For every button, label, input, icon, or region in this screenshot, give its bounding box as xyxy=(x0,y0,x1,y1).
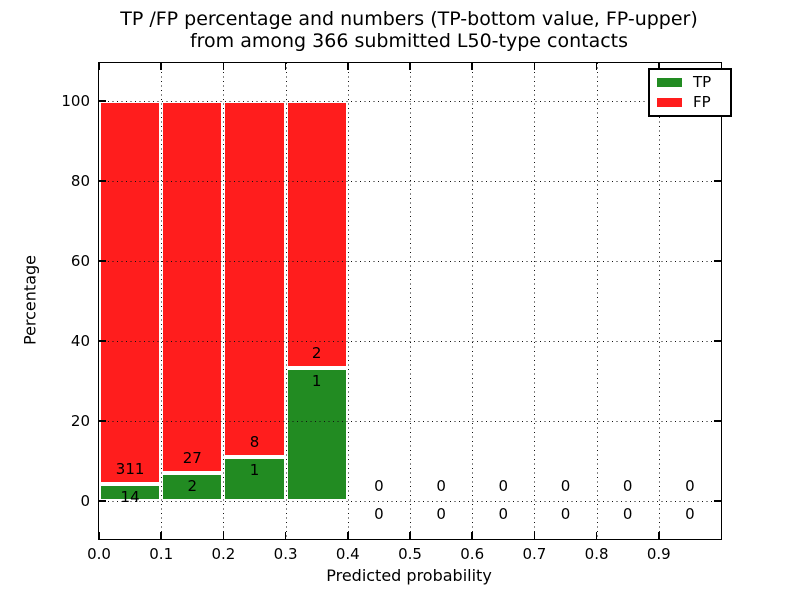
annotation-tp-count: 0 xyxy=(436,505,446,523)
annotation-fp-count: 0 xyxy=(498,477,509,495)
x-axis-label: Predicted probability xyxy=(326,566,492,585)
x-tick-mark xyxy=(284,532,287,539)
y-tick-mark xyxy=(714,420,721,422)
gridline-vertical xyxy=(285,63,287,539)
x-tick-mark xyxy=(160,63,162,70)
gridline-vertical xyxy=(596,63,598,539)
y-tick-mark xyxy=(99,500,106,502)
bar-segment-fp xyxy=(285,101,348,368)
gridline-vertical xyxy=(658,63,660,539)
x-tick-mark xyxy=(471,532,473,539)
y-tick-mark xyxy=(99,180,106,182)
x-tick-label: 0.5 xyxy=(398,545,422,563)
x-tick-mark xyxy=(471,63,473,70)
annotation-tp-count: 2 xyxy=(187,477,198,496)
bar-segment-tp xyxy=(223,456,286,501)
x-tick-mark xyxy=(595,63,598,70)
annotation-tp-count: 1 xyxy=(249,460,260,479)
y-tick-mark xyxy=(99,420,106,422)
chart-title-line2: from among 366 submitted L50-type contac… xyxy=(189,30,629,52)
annotation-tp-count: 0 xyxy=(560,505,571,523)
y-tick-mark xyxy=(99,340,106,342)
x-tick-mark xyxy=(98,532,100,539)
bar-segment-fp xyxy=(161,101,224,474)
x-tick-mark xyxy=(595,532,598,539)
bar-segment-fp xyxy=(223,101,286,457)
y-tick-label: 80 xyxy=(70,172,90,190)
bar-segment-tp xyxy=(99,483,162,501)
x-tick-mark xyxy=(347,532,349,539)
x-tick-mark xyxy=(222,63,225,70)
annotation-fp-count: 311 xyxy=(115,459,145,478)
annotation-fp-count: 8 xyxy=(249,432,260,451)
chart-title: TP /FP percentage and numbers (TP-bottom… xyxy=(98,8,720,52)
annotation-tp-count: 0 xyxy=(622,505,633,523)
y-tick-label: 0 xyxy=(80,492,90,510)
annotation-fp-count: 0 xyxy=(622,477,633,495)
gridline-vertical xyxy=(534,63,536,539)
y-tick-mark xyxy=(99,260,106,262)
annotation-fp-count: 0 xyxy=(374,477,384,495)
annotation-fp-count: 0 xyxy=(560,477,571,495)
gridline-vertical xyxy=(223,63,225,539)
annotation-tp-count: 0 xyxy=(374,505,384,523)
x-tick-mark xyxy=(347,63,349,70)
plot-area: TP FP 311 14 27 2 8 1 2 1 0 0 0 0 0 0 0 0 0 0 0 0 0.0 0.1 0.2 0.… xyxy=(61,62,732,563)
bar-segment-tp xyxy=(161,473,224,501)
y-tick-mark xyxy=(714,340,721,342)
y-tick-label: 60 xyxy=(70,252,90,270)
annotation-fp-count: 0 xyxy=(685,477,695,495)
x-tick-label: 0.0 xyxy=(87,545,111,563)
x-tick-mark xyxy=(533,63,536,70)
y-tick-label: 40 xyxy=(70,332,90,350)
x-tick-label: 0.6 xyxy=(460,545,485,563)
x-tick-label: 0.9 xyxy=(646,545,671,563)
y-tick-mark xyxy=(99,100,106,102)
legend-entry-tp: TP xyxy=(657,75,723,90)
y-axis-label: Percentage xyxy=(20,254,40,346)
bar-segment-tp xyxy=(285,367,348,501)
x-tick-mark xyxy=(409,532,411,539)
gridline-vertical xyxy=(347,63,349,539)
y-tick-mark xyxy=(714,260,721,262)
legend-swatch-tp xyxy=(657,78,682,87)
gridline-vertical xyxy=(472,63,474,539)
annotation-tp-count: 0 xyxy=(685,505,695,523)
legend: TP FP xyxy=(648,68,732,117)
x-tick-mark xyxy=(98,63,100,70)
x-tick-label: 0.4 xyxy=(335,545,360,563)
y-tick-label: 100 xyxy=(61,92,90,110)
annotation-fp-count: 2 xyxy=(311,343,322,362)
annotation-tp-count: 0 xyxy=(498,505,509,523)
y-tick-label: 20 xyxy=(70,412,90,430)
x-tick-label: 0.1 xyxy=(149,545,174,563)
legend-entry-fp: FP xyxy=(657,95,723,110)
y-tick-mark xyxy=(714,180,721,182)
x-tick-label: 0.8 xyxy=(584,545,609,563)
x-tick-mark xyxy=(409,63,411,70)
legend-label: TP xyxy=(693,73,712,91)
annotation-fp-count: 0 xyxy=(436,477,446,495)
legend-swatch-fp xyxy=(657,98,682,107)
x-tick-mark xyxy=(658,532,660,539)
annotation-tp-count: 1 xyxy=(311,371,322,390)
bar-segment-fp xyxy=(99,101,162,484)
x-tick-mark xyxy=(222,532,225,539)
annotation-fp-count: 27 xyxy=(182,449,202,468)
x-tick-mark xyxy=(533,532,536,539)
gridline-vertical xyxy=(161,63,163,539)
x-tick-mark xyxy=(658,63,660,70)
legend-label: FP xyxy=(693,93,711,111)
x-tick-mark xyxy=(160,532,162,539)
annotation-tp-count: 14 xyxy=(120,487,140,506)
chart-title-line1: TP /FP percentage and numbers (TP-bottom… xyxy=(120,8,698,30)
x-tick-label: 0.3 xyxy=(273,545,298,563)
x-tick-mark xyxy=(284,63,287,70)
gridline-vertical xyxy=(410,63,411,539)
x-tick-label: 0.7 xyxy=(522,545,547,563)
x-tick-label: 0.2 xyxy=(211,545,236,563)
y-tick-mark xyxy=(714,500,721,502)
